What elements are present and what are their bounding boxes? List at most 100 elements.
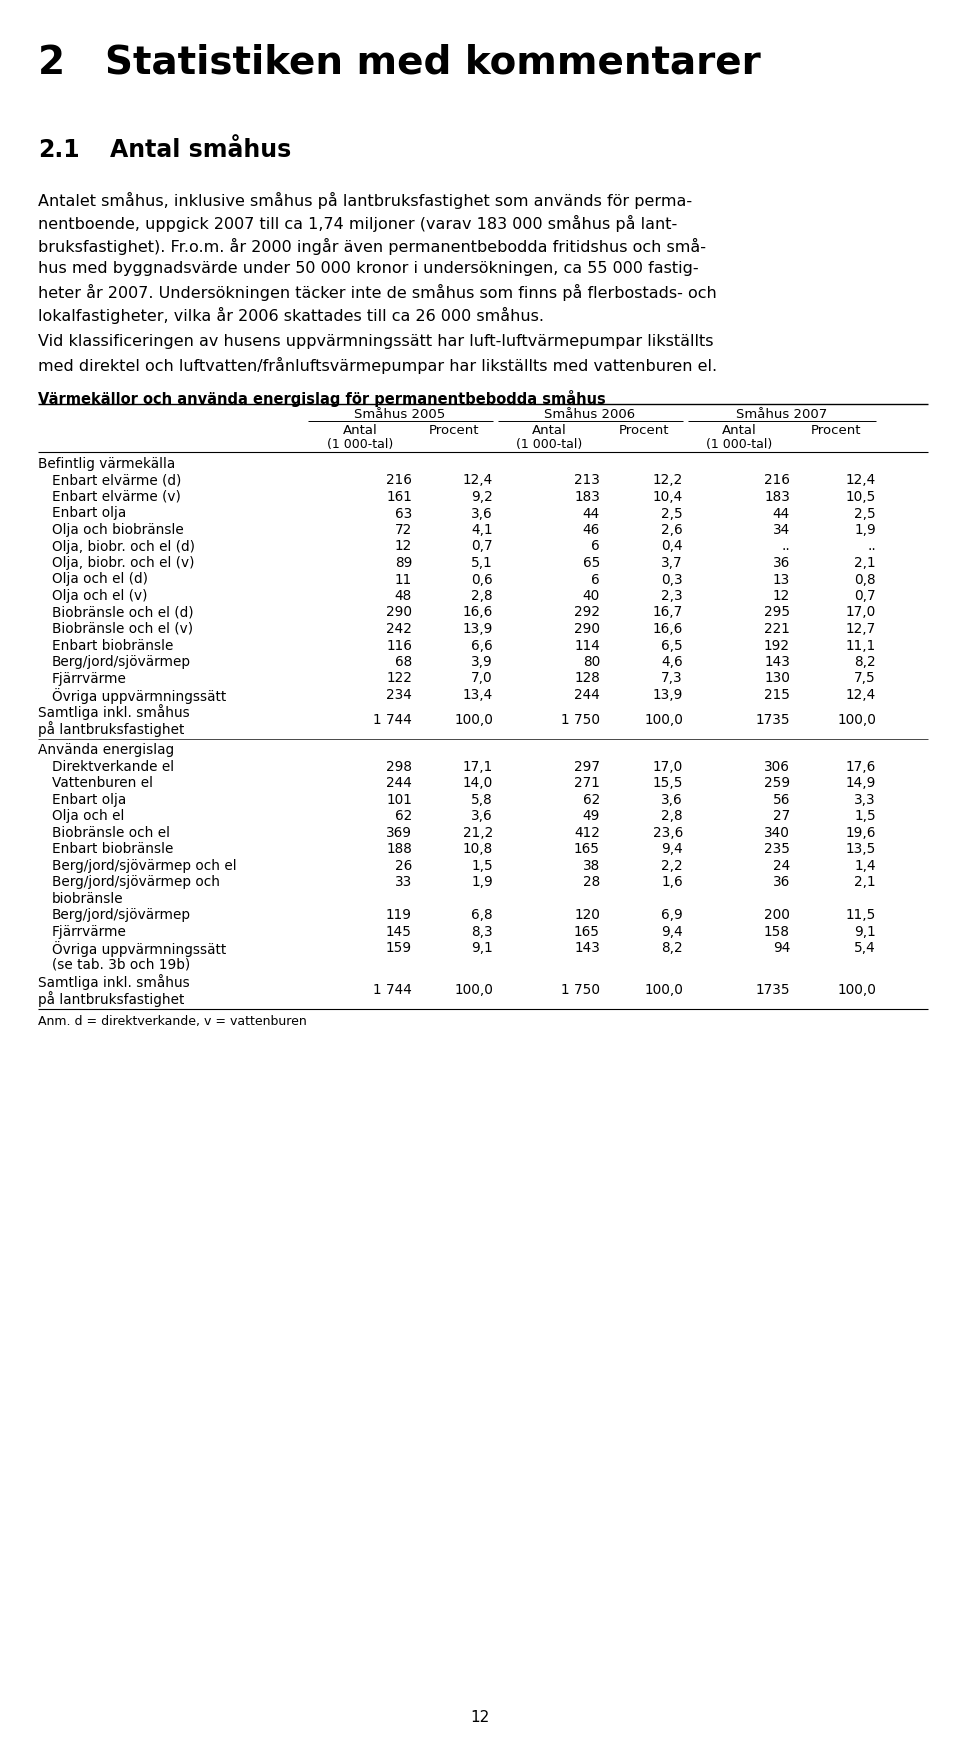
- Text: 17,0: 17,0: [653, 760, 683, 774]
- Text: Berg/jord/sjövärmep: Berg/jord/sjövärmep: [52, 654, 191, 668]
- Text: 5,1: 5,1: [471, 556, 493, 570]
- Text: 26: 26: [395, 859, 412, 873]
- Text: 369: 369: [386, 826, 412, 840]
- Text: 17,0: 17,0: [846, 605, 876, 619]
- Text: 215: 215: [764, 687, 790, 701]
- Text: 44: 44: [583, 506, 600, 520]
- Text: 12,4: 12,4: [846, 473, 876, 487]
- Text: med direktel och luftvatten/frånluftsvärmepumpar har likställts med vattenburen : med direktel och luftvatten/frånluftsvär…: [38, 356, 717, 374]
- Text: 271: 271: [574, 776, 600, 790]
- Text: 1,9: 1,9: [854, 523, 876, 537]
- Text: 12: 12: [395, 539, 412, 553]
- Text: ..: ..: [781, 539, 790, 553]
- Text: 5,4: 5,4: [854, 941, 876, 955]
- Text: 2: 2: [38, 43, 65, 82]
- Text: 2,6: 2,6: [661, 523, 683, 537]
- Text: 48: 48: [395, 590, 412, 603]
- Text: 6,9: 6,9: [661, 908, 683, 922]
- Text: 1,4: 1,4: [854, 859, 876, 873]
- Text: 145: 145: [386, 925, 412, 939]
- Text: Procent: Procent: [619, 424, 669, 436]
- Text: 5,8: 5,8: [471, 793, 493, 807]
- Text: bruksfastighet). Fr.o.m. år 2000 ingår även permanentbebodda fritidshus och små-: bruksfastighet). Fr.o.m. år 2000 ingår ä…: [38, 238, 706, 256]
- Text: Biobränsle och el: Biobränsle och el: [52, 826, 170, 840]
- Text: 3,6: 3,6: [471, 809, 493, 823]
- Text: 11,1: 11,1: [846, 638, 876, 652]
- Text: 7,3: 7,3: [661, 671, 683, 685]
- Text: 259: 259: [764, 776, 790, 790]
- Text: 0,3: 0,3: [661, 572, 683, 586]
- Text: 12,7: 12,7: [846, 621, 876, 636]
- Text: Olja och el (v): Olja och el (v): [52, 590, 148, 603]
- Text: Biobränsle och el (d): Biobränsle och el (d): [52, 605, 194, 619]
- Text: 72: 72: [395, 523, 412, 537]
- Text: 235: 235: [764, 842, 790, 856]
- Text: 2,3: 2,3: [661, 590, 683, 603]
- Text: 1735: 1735: [756, 983, 790, 996]
- Text: 4,1: 4,1: [471, 523, 493, 537]
- Text: 3,6: 3,6: [471, 506, 493, 520]
- Text: 122: 122: [386, 671, 412, 685]
- Text: 114: 114: [574, 638, 600, 652]
- Text: 1735: 1735: [756, 713, 790, 727]
- Text: 130: 130: [764, 671, 790, 685]
- Text: 49: 49: [583, 809, 600, 823]
- Text: (se tab. 3b och 19b): (se tab. 3b och 19b): [52, 958, 190, 972]
- Text: 34: 34: [773, 523, 790, 537]
- Text: 21,2: 21,2: [463, 826, 493, 840]
- Text: 6,8: 6,8: [471, 908, 493, 922]
- Text: Enbart olja: Enbart olja: [52, 793, 127, 807]
- Text: 0,6: 0,6: [471, 572, 493, 586]
- Text: 290: 290: [386, 605, 412, 619]
- Text: 56: 56: [773, 793, 790, 807]
- Text: 2,8: 2,8: [661, 809, 683, 823]
- Text: 2,5: 2,5: [854, 506, 876, 520]
- Text: 188: 188: [386, 842, 412, 856]
- Text: 17,1: 17,1: [463, 760, 493, 774]
- Text: 161: 161: [386, 490, 412, 504]
- Text: 0,7: 0,7: [471, 539, 493, 553]
- Text: 13,5: 13,5: [846, 842, 876, 856]
- Text: 2,8: 2,8: [471, 590, 493, 603]
- Text: Antal: Antal: [532, 424, 566, 436]
- Text: 14,9: 14,9: [846, 776, 876, 790]
- Text: 9,2: 9,2: [471, 490, 493, 504]
- Text: Enbart elvärme (d): Enbart elvärme (d): [52, 473, 181, 487]
- Text: Enbart elvärme (v): Enbart elvärme (v): [52, 490, 180, 504]
- Text: 3,6: 3,6: [661, 793, 683, 807]
- Text: 2,1: 2,1: [854, 875, 876, 889]
- Text: 100,0: 100,0: [644, 713, 683, 727]
- Text: 6,5: 6,5: [661, 638, 683, 652]
- Text: Antal småhus: Antal småhus: [110, 137, 291, 162]
- Text: 340: 340: [764, 826, 790, 840]
- Text: 10,4: 10,4: [653, 490, 683, 504]
- Text: 27: 27: [773, 809, 790, 823]
- Text: 8,2: 8,2: [661, 941, 683, 955]
- Text: Olja och biobränsle: Olja och biobränsle: [52, 523, 183, 537]
- Text: Vattenburen el: Vattenburen el: [52, 776, 153, 790]
- Text: (1 000-tal): (1 000-tal): [706, 438, 772, 450]
- Text: 2,2: 2,2: [661, 859, 683, 873]
- Text: 183: 183: [574, 490, 600, 504]
- Text: hus med byggnadsvärde under 50 000 kronor i undersökningen, ca 55 000 fastig-: hus med byggnadsvärde under 50 000 krono…: [38, 261, 699, 277]
- Text: 28: 28: [583, 875, 600, 889]
- Text: Biobränsle och el (v): Biobränsle och el (v): [52, 621, 193, 636]
- Text: 216: 216: [764, 473, 790, 487]
- Text: 1,6: 1,6: [661, 875, 683, 889]
- Text: 100,0: 100,0: [454, 983, 493, 996]
- Text: 116: 116: [386, 638, 412, 652]
- Text: Antal: Antal: [343, 424, 377, 436]
- Text: 2,5: 2,5: [661, 506, 683, 520]
- Text: Småhus 2005: Småhus 2005: [354, 407, 445, 421]
- Text: 100,0: 100,0: [837, 983, 876, 996]
- Text: 46: 46: [583, 523, 600, 537]
- Text: Procent: Procent: [429, 424, 479, 436]
- Text: på lantbruksfastighet: på lantbruksfastighet: [38, 720, 184, 737]
- Text: 23,6: 23,6: [653, 826, 683, 840]
- Text: Samtliga inkl. småhus: Samtliga inkl. småhus: [38, 704, 190, 720]
- Text: Antalet småhus, inklusive småhus på lantbruksfastighet som används för perma-: Antalet småhus, inklusive småhus på lant…: [38, 191, 692, 209]
- Text: Småhus 2007: Småhus 2007: [736, 407, 828, 421]
- Text: Fjärrvärme: Fjärrvärme: [52, 671, 127, 685]
- Text: 36: 36: [773, 875, 790, 889]
- Text: 10,8: 10,8: [463, 842, 493, 856]
